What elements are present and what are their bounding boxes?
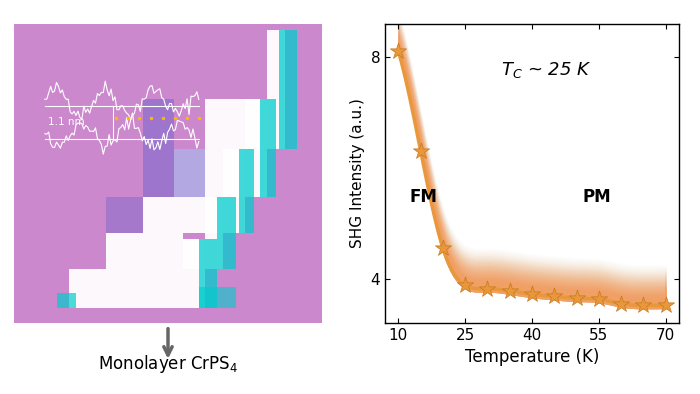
Polygon shape xyxy=(279,30,298,149)
Polygon shape xyxy=(199,287,236,308)
Point xyxy=(393,48,404,54)
Polygon shape xyxy=(69,239,205,308)
Polygon shape xyxy=(174,98,267,197)
Point xyxy=(615,301,626,307)
Polygon shape xyxy=(106,197,223,269)
X-axis label: Temperature (K): Temperature (K) xyxy=(465,349,599,366)
Polygon shape xyxy=(205,30,285,149)
Text: Monolayer CrPS$_4$: Monolayer CrPS$_4$ xyxy=(98,353,238,375)
Text: FM: FM xyxy=(410,188,438,206)
Point xyxy=(593,296,604,302)
Polygon shape xyxy=(144,98,205,197)
Point xyxy=(526,291,538,297)
Polygon shape xyxy=(239,149,254,233)
Point xyxy=(549,293,560,299)
Point xyxy=(660,302,671,309)
Text: PM: PM xyxy=(582,188,611,206)
Point xyxy=(482,286,493,292)
Polygon shape xyxy=(144,149,245,233)
Polygon shape xyxy=(57,293,76,308)
Point xyxy=(460,282,471,288)
Point xyxy=(415,148,426,154)
Text: $T$$_C$ ~ 25 K: $T$$_C$ ~ 25 K xyxy=(501,59,592,80)
Polygon shape xyxy=(217,197,236,269)
Point xyxy=(438,245,449,251)
Text: 1.1 nm: 1.1 nm xyxy=(48,117,85,127)
Polygon shape xyxy=(260,98,276,197)
Polygon shape xyxy=(106,197,144,233)
Polygon shape xyxy=(199,239,217,308)
Point xyxy=(571,295,582,301)
Point xyxy=(504,288,515,294)
Point xyxy=(638,302,649,309)
Y-axis label: SHG Intensity (a.u.): SHG Intensity (a.u.) xyxy=(350,98,365,248)
